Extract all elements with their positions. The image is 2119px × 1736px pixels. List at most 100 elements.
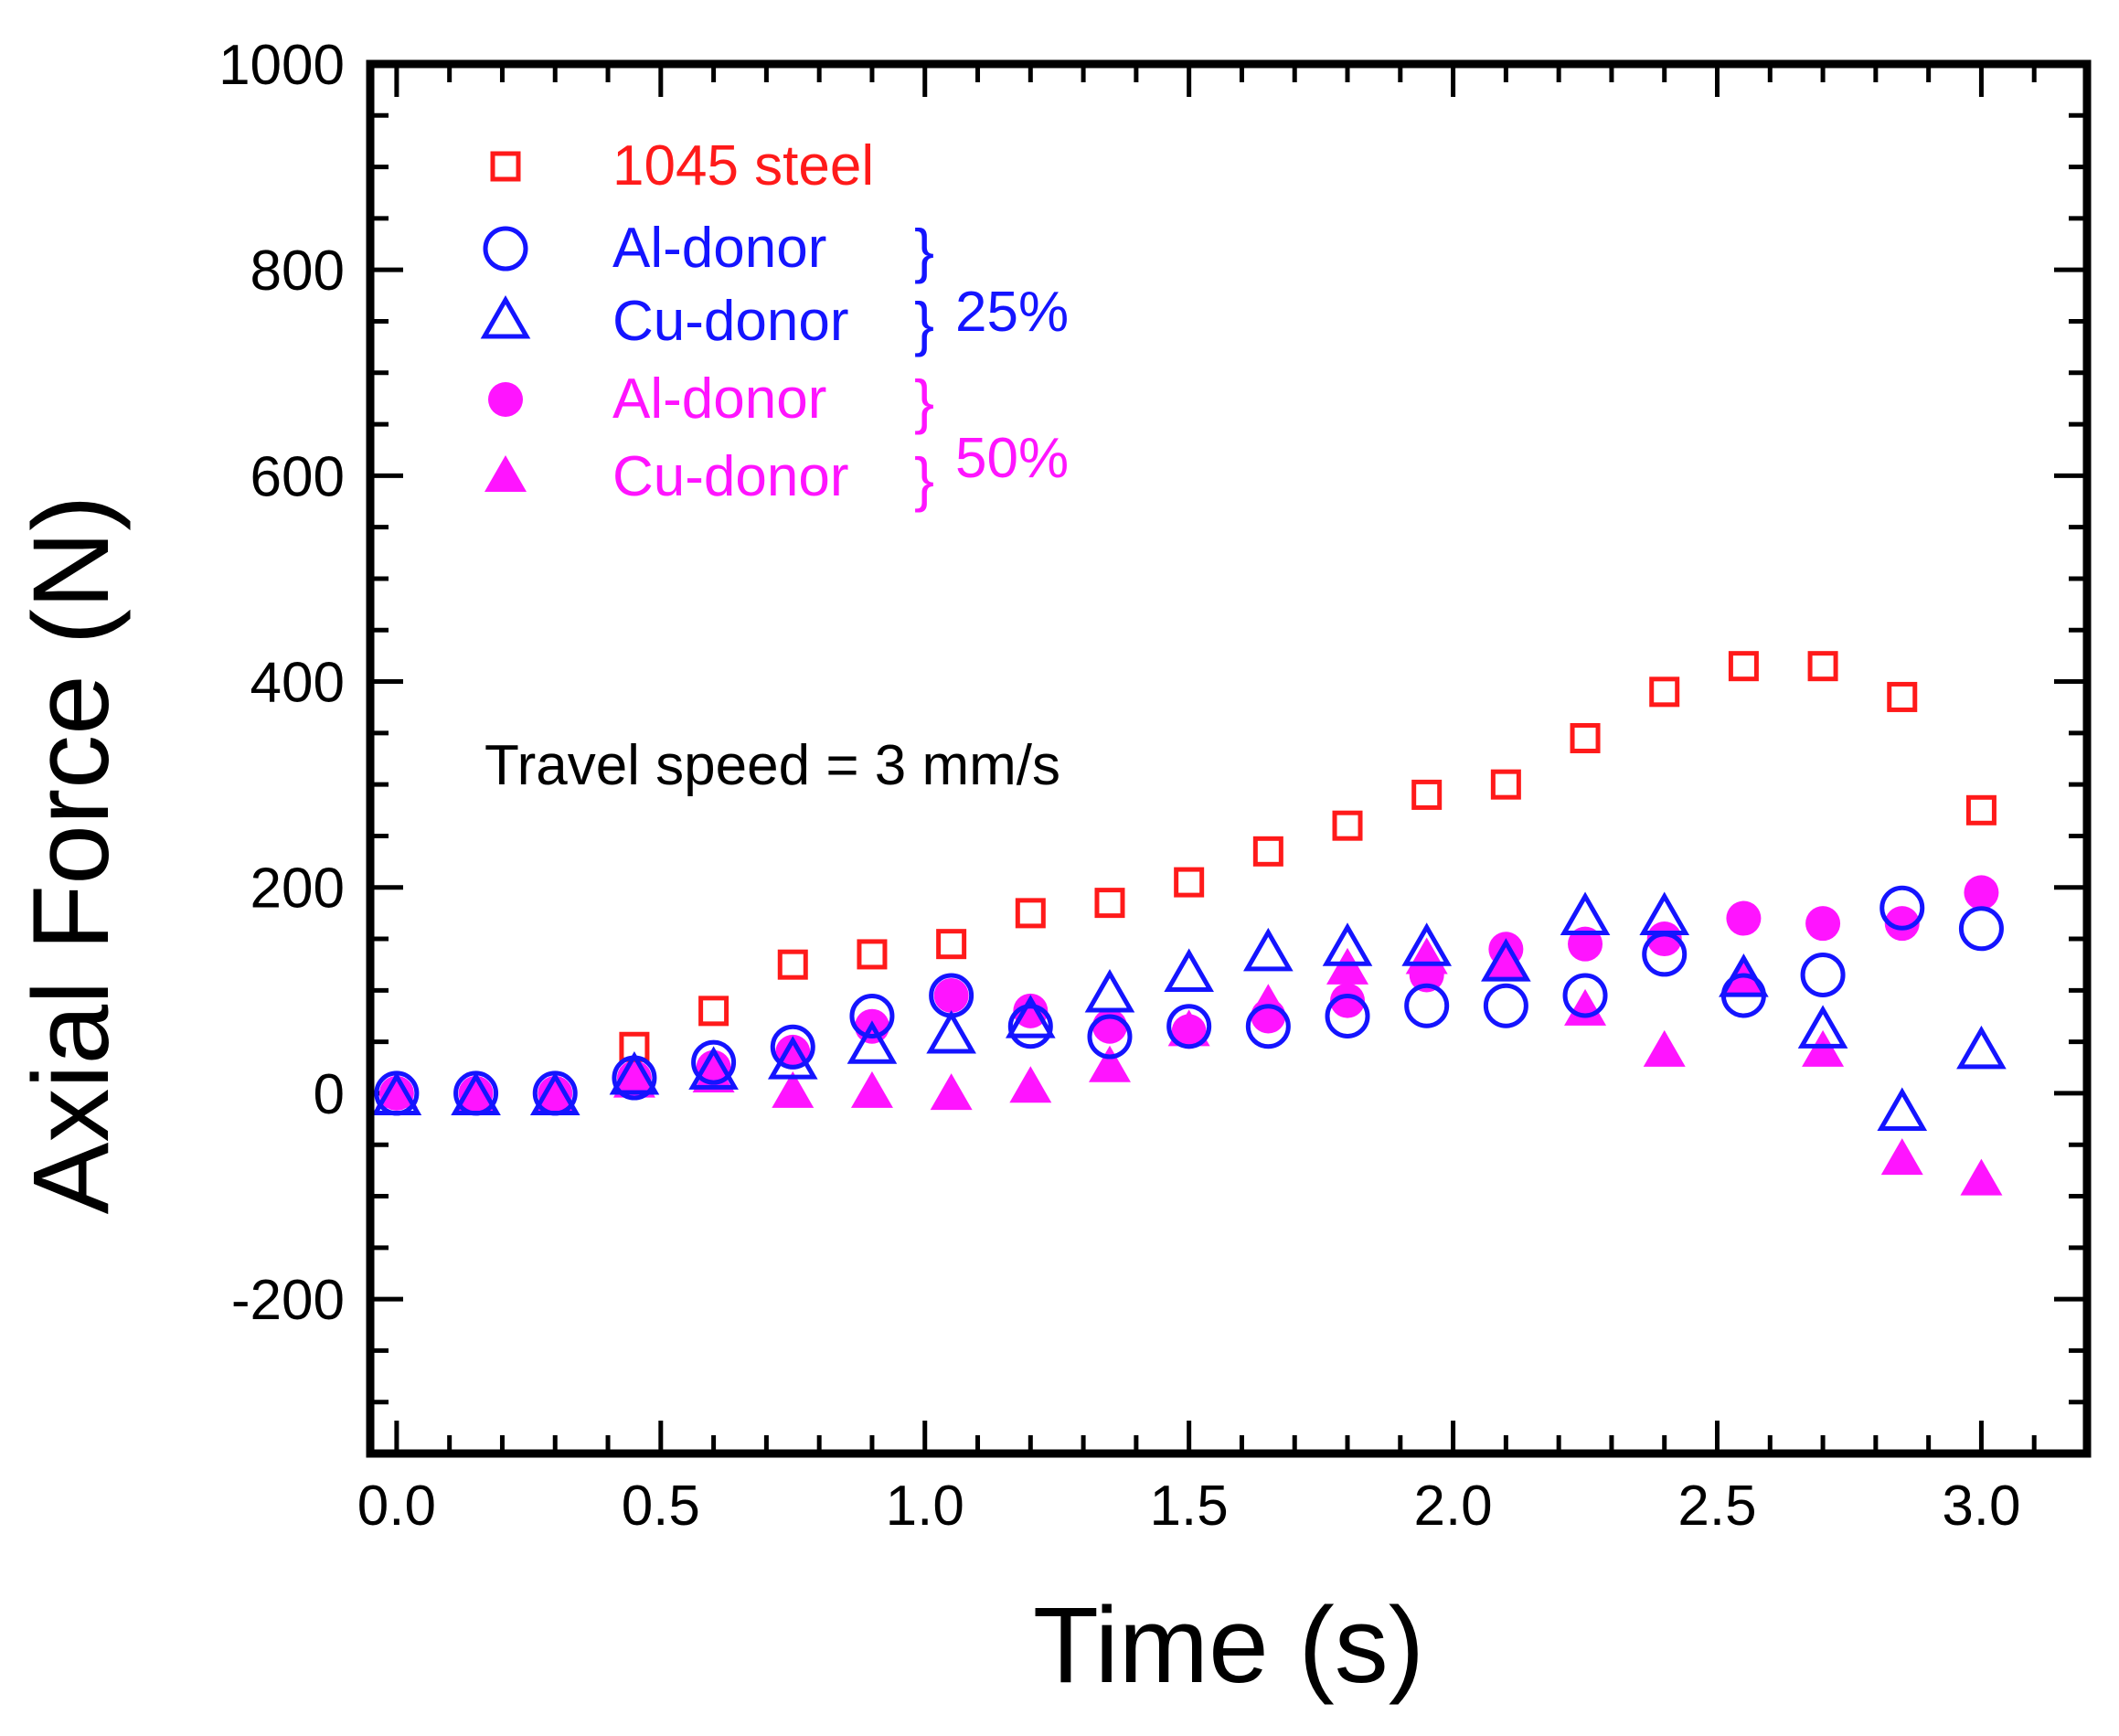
point-al-donor-25- — [1325, 993, 1370, 1038]
point-1045-steel — [698, 996, 729, 1027]
point-al-donor-50- — [1330, 983, 1366, 1018]
point-al-donor-50- — [1171, 1014, 1207, 1049]
point-cu-donor-50- — [772, 1070, 815, 1108]
legend-brace-25-top: } — [914, 217, 934, 284]
point-cu-donor-25- — [1322, 922, 1373, 966]
point-al-donor-50- — [378, 1075, 414, 1111]
point-al-donor-25- — [929, 973, 974, 1018]
x-tick-label: 1.0 — [886, 1475, 964, 1538]
point-1045-steel — [936, 929, 967, 960]
point-al-donor-50- — [775, 1034, 811, 1070]
point-cu-donor-25- — [1243, 927, 1294, 972]
point-al-donor-25- — [374, 1070, 420, 1116]
point-1045-steel — [1965, 794, 1997, 825]
x-tick-label: 2.5 — [1677, 1475, 1756, 1538]
data-markers — [371, 651, 2007, 1196]
legend-marker-cu-donor-50- — [484, 455, 527, 492]
travel-speed-annotation: Travel speed = 3 mm/s — [484, 734, 1060, 797]
legend: 1045 steel Al-donor Cu-donor Al-donor Cu… — [480, 134, 1069, 513]
point-al-donor-25- — [849, 993, 895, 1038]
point-al-donor-50- — [1091, 1008, 1127, 1044]
point-1045-steel — [1332, 810, 1363, 841]
point-1045-steel — [777, 949, 808, 980]
y-tick-label: 200 — [250, 857, 345, 921]
point-1045-steel — [1174, 867, 1205, 898]
legend-brace-25-bottom: } — [914, 290, 934, 357]
y-tick-label: 400 — [250, 652, 345, 715]
y-tick-label: 0 — [314, 1063, 345, 1126]
legend-marker-cu-donor-25- — [480, 294, 531, 339]
point-al-donor-25- — [1879, 885, 1925, 931]
point-cu-donor-25- — [609, 1051, 660, 1095]
point-al-donor-25- — [770, 1024, 815, 1070]
point-al-donor-25- — [1562, 973, 1608, 1018]
point-al-donor-50- — [1251, 998, 1286, 1034]
point-cu-donor-50- — [1326, 947, 1369, 985]
point-al-donor-25- — [1245, 1004, 1291, 1049]
legend-label-cu-donor-50: Cu-donor — [612, 445, 848, 508]
point-1045-steel — [1570, 722, 1601, 753]
point-cu-donor-50- — [1802, 1029, 1845, 1067]
point-cu-donor-25- — [1797, 1005, 1848, 1049]
legend-marker-1045-steel — [490, 151, 521, 182]
point-al-donor-50- — [933, 977, 969, 1013]
legend-label-al-donor-50: Al-donor — [612, 367, 826, 431]
point-al-donor-50- — [1884, 906, 1920, 942]
point-1045-steel — [1252, 836, 1283, 867]
x-axis-title: Time (s) — [1033, 1585, 1424, 1706]
point-1045-steel — [1015, 898, 1046, 929]
point-cu-donor-50- — [1960, 1158, 2003, 1196]
point-al-donor-50- — [458, 1075, 494, 1111]
point-cu-donor-50- — [1564, 988, 1607, 1026]
group-label-50: 50% — [955, 427, 1069, 490]
point-al-donor-25- — [1087, 1014, 1133, 1060]
point-cu-donor-50- — [1643, 1029, 1686, 1067]
legend-label-1045-steel: 1045 steel — [612, 134, 874, 197]
point-1045-steel — [1887, 681, 1918, 712]
point-al-donor-50- — [1568, 926, 1603, 962]
point-al-donor-25- — [612, 1055, 657, 1101]
x-tick-label: 1.5 — [1150, 1475, 1229, 1538]
point-al-donor-50- — [696, 1049, 731, 1085]
point-cu-donor-50- — [1009, 1066, 1052, 1103]
point-cu-donor-25- — [847, 1020, 898, 1064]
legend-markers — [480, 151, 531, 492]
point-cu-donor-50- — [1088, 1045, 1131, 1082]
plot-frame — [366, 59, 2092, 1458]
point-cu-donor-50- — [930, 1073, 973, 1111]
point-al-donor-25- — [1958, 906, 2004, 952]
point-1045-steel — [1807, 651, 1838, 682]
point-al-donor-50- — [1805, 906, 1841, 942]
point-1045-steel — [1490, 769, 1521, 800]
legend-label-cu-donor-25: Cu-donor — [612, 290, 848, 353]
y-axis-title: Axial Force (N) — [11, 495, 132, 1215]
legend-label-al-donor-25: Al-donor — [612, 217, 826, 280]
x-tick-label: 0.5 — [622, 1475, 700, 1538]
point-al-donor-25- — [532, 1070, 578, 1116]
point-al-donor-25- — [1007, 1004, 1053, 1049]
point-cu-donor-25- — [1005, 995, 1056, 1038]
point-cu-donor-25- — [1164, 948, 1214, 992]
point-al-donor-25- — [1800, 952, 1846, 997]
point-al-donor-25- — [1166, 1004, 1212, 1049]
y-tick-label: 600 — [250, 445, 345, 508]
point-cu-donor-25- — [1481, 938, 1531, 982]
x-tick-label: 3.0 — [1942, 1475, 2020, 1538]
point-cu-donor-50- — [1880, 1138, 1923, 1176]
point-1045-steel — [1728, 651, 1759, 682]
group-label-25: 25% — [955, 281, 1069, 344]
point-al-donor-25- — [691, 1039, 737, 1085]
point-cu-donor-50- — [850, 1070, 893, 1108]
point-1045-steel — [1094, 888, 1125, 919]
y-tick-label: 1000 — [218, 34, 345, 97]
legend-brace-50-top: } — [914, 367, 934, 435]
point-1045-steel — [1649, 676, 1680, 708]
point-al-donor-25- — [1404, 983, 1450, 1028]
point-cu-donor-25- — [926, 1009, 976, 1054]
x-tick-label: 0.0 — [357, 1475, 436, 1538]
legend-brace-50-bottom: } — [914, 445, 934, 513]
point-al-donor-25- — [453, 1070, 499, 1116]
point-al-donor-50- — [538, 1075, 573, 1111]
point-1045-steel — [857, 939, 888, 970]
